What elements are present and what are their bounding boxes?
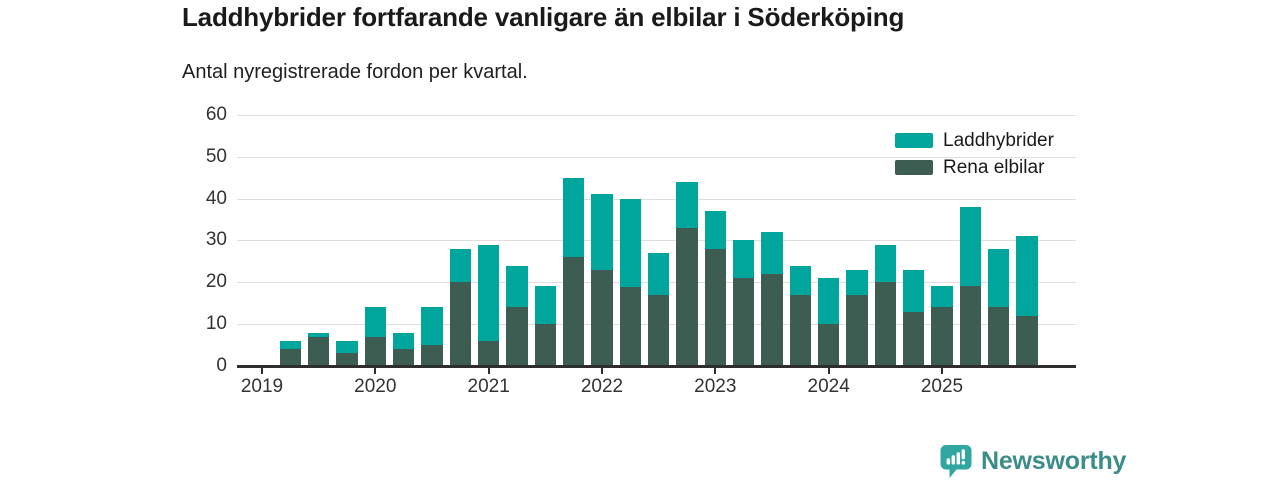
bar-2020-K3-laddhybrider	[421, 307, 443, 346]
x-axis-tick-2019	[261, 368, 263, 374]
bar-2023-K4-laddhybrider	[789, 265, 812, 295]
bar-2019-K4-laddhybrider	[336, 340, 358, 354]
y-axis-label-40: 40	[205, 187, 227, 209]
bar-2021-K4-laddhybrider	[562, 177, 585, 258]
bar-2019-K2-laddhybrider	[279, 340, 302, 350]
bar-2024-K2-laddhybrider	[846, 269, 868, 295]
x-axis-tick-2024	[827, 368, 830, 374]
legend-item-laddhybrider: Laddhybrider	[895, 129, 1054, 151]
bar-2022-K4-laddhybrider	[676, 181, 698, 228]
gridline-30	[237, 240, 1076, 242]
chart-legend: Laddhybrider Rena elbilar	[895, 129, 1054, 185]
brand-name: Newsworthy	[981, 447, 1127, 475]
bar-2025-K3-rena-elbilar	[987, 307, 1010, 366]
x-axis-tick-2025	[941, 368, 943, 374]
chart-subtitle: Antal nyregistrerade fordon per kvartal.	[182, 61, 528, 83]
x-axis-label-2019: 2019	[240, 376, 284, 397]
bar-2021-K1-rena-elbilar	[477, 340, 500, 366]
bar-2023-K4-rena-elbilar	[789, 294, 812, 366]
page-title: Laddhybrider fortfarande vanligare än el…	[182, 2, 905, 32]
bar-2021-K1-laddhybrider	[477, 244, 500, 341]
bar-2023-K1-rena-elbilar	[704, 248, 727, 366]
bar-2022-K1-laddhybrider	[591, 194, 613, 270]
bar-2019-K2-rena-elbilar	[279, 349, 302, 366]
legend-item-rena-elbilar: Rena elbilar	[895, 156, 1054, 178]
bar-2020-K4-rena-elbilar	[449, 282, 472, 366]
bar-2020-K2-laddhybrider	[392, 332, 415, 350]
newsworthy-brand: Newsworthy	[939, 444, 1126, 479]
legend-swatch-laddhybrider	[895, 133, 933, 148]
bar-2023-K2-rena-elbilar	[732, 278, 755, 366]
bar-2022-K1-rena-elbilar	[591, 269, 613, 366]
bar-2024-K4-rena-elbilar	[902, 311, 925, 366]
x-axis-tick-2020	[374, 368, 377, 374]
bar-2024-K4-laddhybrider	[902, 269, 925, 312]
y-axis-label-30: 30	[205, 229, 227, 251]
bar-2023-K3-laddhybrider	[761, 232, 783, 274]
y-axis-label-20: 20	[205, 271, 227, 293]
bar-2024-K3-rena-elbilar	[874, 282, 897, 366]
y-axis-label-10: 10	[205, 313, 227, 335]
bar-2021-K2-rena-elbilar	[506, 307, 528, 366]
x-axis-label-2022: 2022	[580, 376, 624, 397]
x-axis-label-2024: 2024	[807, 376, 850, 397]
bar-2022-K2-rena-elbilar	[619, 286, 642, 366]
newsworthy-logo-icon	[940, 445, 972, 478]
bar-2022-K2-laddhybrider	[619, 198, 642, 287]
bar-2020-K3-rena-elbilar	[421, 345, 443, 366]
bar-2024-K1-rena-elbilar	[817, 324, 840, 366]
bar-2020-K2-rena-elbilar	[392, 349, 415, 366]
bar-2021-K3-laddhybrider	[534, 286, 557, 325]
legend-label-rena-elbilar: Rena elbilar	[943, 156, 1045, 178]
y-axis-label-0: 0	[216, 355, 227, 376]
bar-2022-K3-rena-elbilar	[647, 294, 670, 366]
bar-2021-K3-rena-elbilar	[534, 324, 557, 366]
bar-2024-K1-laddhybrider	[817, 278, 840, 325]
bar-2023-K3-rena-elbilar	[761, 273, 783, 366]
bar-2020-K4-laddhybrider	[449, 248, 472, 283]
gridline-50	[237, 156, 1076, 158]
bar-2019-K4-rena-elbilar	[336, 353, 358, 366]
x-axis-tick-2023	[714, 368, 717, 374]
x-axis-tick-2022	[601, 368, 603, 374]
x-axis-label-2025: 2025	[920, 376, 964, 397]
bar-2025-K4-laddhybrider	[1016, 236, 1038, 316]
bar-2025-K2-laddhybrider	[959, 206, 982, 287]
y-axis-label-50: 50	[205, 145, 227, 167]
bar-2019-K3-rena-elbilar	[307, 336, 330, 366]
y-axis-label-60: 60	[205, 103, 227, 125]
bar-2022-K4-rena-elbilar	[676, 227, 698, 366]
bar-2024-K2-rena-elbilar	[846, 294, 868, 366]
x-axis-label-2021: 2021	[467, 376, 510, 397]
bar-2020-K1-laddhybrider	[364, 307, 387, 337]
bar-2023-K2-laddhybrider	[732, 240, 755, 279]
bar-2022-K3-laddhybrider	[647, 252, 670, 295]
legend-swatch-rena-elbilar	[895, 160, 933, 175]
bar-2025-K1-laddhybrider	[931, 286, 953, 308]
x-axis-label-2020: 2020	[354, 376, 397, 397]
gridline-60	[237, 114, 1076, 116]
gridline-40	[237, 198, 1076, 200]
bar-2025-K2-rena-elbilar	[959, 286, 982, 366]
bar-2019-K3-laddhybrider	[307, 332, 330, 337]
x-axis-tick-2021	[487, 368, 490, 374]
bar-2024-K3-laddhybrider	[874, 244, 897, 283]
bar-2025-K1-rena-elbilar	[931, 307, 953, 366]
x-axis-line	[237, 365, 1076, 368]
legend-label-laddhybrider: Laddhybrider	[943, 129, 1054, 151]
bar-2021-K2-laddhybrider	[506, 265, 528, 308]
bar-2025-K3-laddhybrider	[987, 248, 1010, 308]
x-axis-label-2023: 2023	[694, 376, 737, 397]
bar-2020-K1-rena-elbilar	[364, 336, 387, 366]
bar-2021-K4-rena-elbilar	[562, 257, 585, 366]
bar-2023-K1-laddhybrider	[704, 211, 727, 249]
bar-2025-K4-rena-elbilar	[1016, 315, 1038, 366]
